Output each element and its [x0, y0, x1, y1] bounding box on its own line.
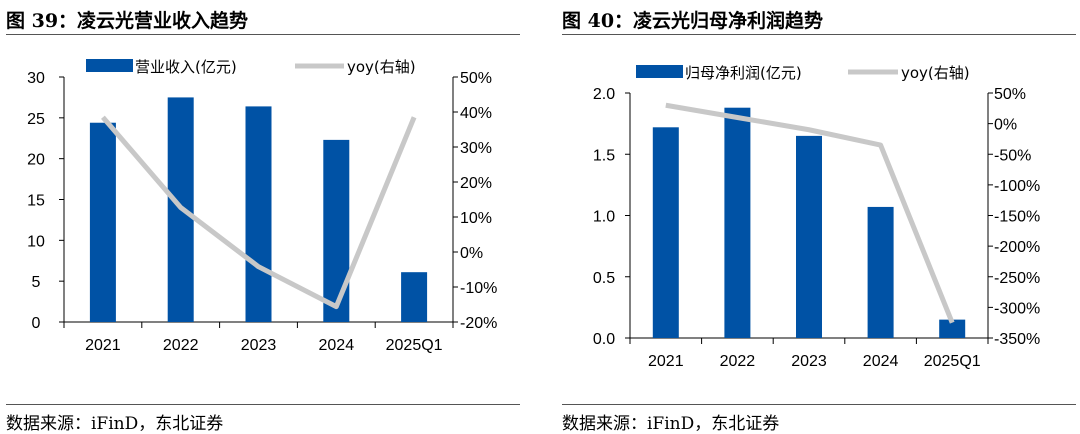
x-tick-label: 2021 [85, 337, 121, 354]
legend-bar-swatch [86, 59, 133, 72]
revenue-chart: 0 5 10 15 20 25 30 -20% -10% 0% 10% 20% 30% 40% 50% 202… [27, 58, 497, 354]
bar [323, 139, 350, 322]
right-tick-label: -10% [460, 280, 497, 297]
left-tick-label: 25 [27, 111, 45, 128]
source-rule [6, 404, 520, 405]
right-tick-label: 50% [994, 86, 1026, 103]
figure-40-panel: 图 40：凌云光归母净利润趋势 0.0 0.5 1.0 1.5 2.0 -350% -300… [562, 0, 1080, 434]
x-tick-label: 2024 [319, 337, 355, 354]
right-tick-label: 40% [460, 105, 492, 122]
legend-bar-label: 归母净利润(亿元) [685, 64, 802, 82]
legend-bar-swatch [636, 65, 683, 78]
bar [401, 272, 428, 322]
left-tick-label: 0 [32, 315, 41, 332]
right-tick-label: 10% [460, 210, 492, 227]
left-tick-label: 0.5 [593, 270, 615, 287]
figure-title: 图 40：凌云光归母净利润趋势 [562, 10, 824, 32]
net-profit-chart: 0.0 0.5 1.0 1.5 2.0 -350% -300% -250% -200% -150%… [593, 64, 1040, 370]
figure-title: 图 39：凌云光营业收入趋势 [6, 10, 249, 32]
x-tick-label: 2025Q1 [924, 353, 981, 370]
right-tick-label: 50% [460, 70, 492, 87]
right-tick-label: -50% [994, 147, 1031, 164]
left-tick-label: 2.0 [593, 86, 615, 103]
bar [89, 122, 116, 322]
x-tick-label: 2025Q1 [386, 337, 443, 354]
x-tick-label: 2022 [720, 353, 756, 370]
left-tick-label: 10 [27, 233, 45, 250]
right-tick-label: 20% [460, 175, 492, 192]
source-rule [562, 404, 1076, 405]
data-source: 数据来源：iFinD，东北证券 [562, 414, 780, 434]
right-tick-label: -300% [994, 300, 1040, 317]
left-tick-label: 1.0 [593, 209, 615, 226]
legend-bar-label: 营业收入(亿元) [135, 58, 237, 76]
bar [245, 106, 272, 323]
title-rule [562, 34, 1076, 35]
title-rule [6, 34, 520, 35]
right-tick-label: 30% [460, 140, 492, 157]
bar [939, 319, 966, 338]
legend-line-label: yoy(右轴) [347, 58, 416, 76]
legend-line-label: yoy(右轴) [901, 64, 970, 82]
bar [796, 135, 822, 338]
x-tick-label: 2022 [163, 337, 199, 354]
right-tick-label: -250% [994, 270, 1040, 287]
x-tick-label: 2024 [863, 353, 899, 370]
left-tick-label: 20 [27, 152, 45, 169]
x-tick-label: 2023 [791, 353, 827, 370]
right-tick-label: 0% [460, 245, 483, 262]
left-tick-label: 1.5 [593, 147, 615, 164]
right-tick-label: -20% [460, 315, 497, 332]
right-tick-label: 0% [994, 117, 1017, 134]
left-tick-label: 5 [32, 274, 41, 291]
left-tick-label: 30 [27, 70, 45, 87]
left-tick-label: 15 [27, 193, 45, 210]
bar [724, 107, 751, 338]
data-source: 数据来源：iFinD，东北证券 [6, 414, 224, 434]
left-tick-label: 0.0 [593, 331, 615, 348]
bar [867, 206, 894, 338]
x-tick-label: 2023 [241, 337, 277, 354]
right-tick-label: -100% [994, 178, 1040, 195]
right-tick-label: -200% [994, 239, 1040, 256]
right-tick-label: -350% [994, 331, 1040, 348]
figure-39-panel: 图 39：凌云光营业收入趋势 0 5 10 15 20 25 30 -20% -10% 0% 10%… [6, 0, 526, 434]
bar [652, 127, 679, 338]
right-tick-label: -150% [994, 209, 1040, 226]
x-tick-label: 2021 [648, 353, 684, 370]
